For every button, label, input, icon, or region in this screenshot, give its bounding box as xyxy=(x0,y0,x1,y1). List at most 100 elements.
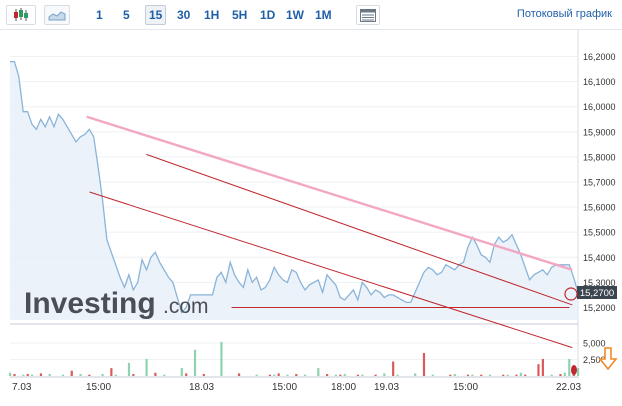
chart-toolbar: 1 5 15 30 1H 5H 1D 1W 1M Потоковый графи… xyxy=(0,0,622,30)
volume-bar xyxy=(559,374,562,376)
last-price-label: 15,2700 xyxy=(580,288,614,299)
volume-bar xyxy=(163,374,166,376)
volume-bar xyxy=(466,374,470,376)
volume-bar xyxy=(110,368,113,376)
volume-bar xyxy=(537,364,540,376)
volume-bar xyxy=(154,372,157,376)
time-tick-label: 22.03 xyxy=(556,382,581,393)
price-tick-label: 16,0000 xyxy=(583,102,616,112)
price-tick-label: 15,8000 xyxy=(583,152,616,162)
volume-bar xyxy=(392,361,395,376)
stream-chart-link[interactable]: Потоковый график xyxy=(516,8,612,20)
volume-bar xyxy=(334,374,338,376)
volume-bar xyxy=(339,374,342,376)
volume-bar xyxy=(524,374,527,376)
volume-bar xyxy=(577,368,580,376)
volume-bar xyxy=(488,374,492,376)
volume-bar xyxy=(304,374,307,376)
volume-bar xyxy=(88,374,91,376)
volume-bar xyxy=(317,368,320,376)
volume-bar xyxy=(343,374,346,376)
period-1h[interactable]: 1H xyxy=(204,8,220,22)
volume-bars xyxy=(9,341,580,376)
volume-bar xyxy=(39,373,43,376)
volume-bar xyxy=(26,374,29,376)
time-tick-label: 19.03 xyxy=(374,382,399,393)
time-tick-label: 7.03 xyxy=(12,382,32,393)
time-tick-label: 18:00 xyxy=(331,382,356,393)
price-chart: Investing .com 16,2000 16,1000 16,0000 15,9… xyxy=(9,30,618,393)
time-tick-label: 15:00 xyxy=(86,382,111,393)
volume-bar xyxy=(127,362,131,376)
price-tick-label: 15,5000 xyxy=(583,228,616,238)
volume-bar xyxy=(61,374,65,376)
period-1m[interactable]: 1M xyxy=(315,8,332,22)
volume-bar xyxy=(31,374,34,376)
trendline-pink xyxy=(86,115,573,271)
last-price-marker: 15,2700 xyxy=(564,286,617,301)
table-view-icon[interactable] xyxy=(356,5,380,25)
volume-bar xyxy=(572,374,575,376)
volume-bar xyxy=(220,341,223,376)
volume-bar xyxy=(326,374,329,376)
trendline-red xyxy=(89,191,573,349)
volume-bar xyxy=(431,374,434,376)
volume-bar xyxy=(361,374,364,376)
investing-watermark: Investing .com xyxy=(24,287,209,320)
period-15[interactable]: 15 xyxy=(145,5,167,25)
price-tick-label: 15,7000 xyxy=(583,178,616,188)
period-5[interactable]: 5 xyxy=(123,8,130,22)
volume-bar xyxy=(502,374,505,376)
volume-bar xyxy=(356,374,360,376)
trendlines xyxy=(86,115,573,349)
trendline-red xyxy=(146,153,573,306)
volume-bar xyxy=(193,349,197,376)
volume-tick-label: 5,000 xyxy=(583,339,606,349)
volume-bar xyxy=(237,373,241,376)
volume-bar xyxy=(132,374,135,376)
last-price-circle xyxy=(564,287,578,301)
volume-bar xyxy=(22,374,25,376)
volume-bar xyxy=(519,372,522,376)
price-tick-label: 15,4000 xyxy=(583,253,616,263)
watermark-brand: Investing xyxy=(24,287,156,320)
price-tick-label: 15,2000 xyxy=(583,303,616,313)
volume-bar xyxy=(13,374,16,376)
period-30[interactable]: 30 xyxy=(177,8,191,22)
volume-bar xyxy=(471,374,474,376)
volume-bar xyxy=(202,374,205,376)
volume-bar xyxy=(145,358,148,376)
area-chart-icon[interactable] xyxy=(44,5,70,25)
price-tick-label: 15,6000 xyxy=(583,203,616,213)
volume-tick-label: 2,500 xyxy=(583,355,606,365)
volume-bar xyxy=(414,373,417,376)
volume-bar xyxy=(180,368,183,376)
price-area-fill xyxy=(10,61,578,320)
volume-bar xyxy=(79,374,82,376)
price-tick-label: 15,3000 xyxy=(583,278,616,288)
down-arrow-annotation xyxy=(571,347,618,375)
volume-bar xyxy=(515,374,518,376)
volume-bar xyxy=(422,353,426,376)
period-5h[interactable]: 5H xyxy=(232,8,248,22)
candlestick-icon[interactable] xyxy=(6,5,36,25)
volume-bar xyxy=(449,374,452,376)
volume-bar xyxy=(9,372,12,376)
volume-bar xyxy=(374,374,377,376)
volume-bar xyxy=(277,373,280,376)
time-tick-label: 18.03 xyxy=(189,382,214,393)
volume-bar xyxy=(506,374,509,376)
period-1d[interactable]: 1D xyxy=(260,8,276,22)
volume-bar xyxy=(286,374,289,376)
watermark-suffix: .com xyxy=(163,295,209,318)
period-1w[interactable]: 1W xyxy=(286,8,304,22)
volume-bar xyxy=(568,358,571,376)
volume-bar xyxy=(550,374,553,376)
volume-bar xyxy=(541,358,544,376)
volume-bar xyxy=(268,374,271,376)
volume-bar xyxy=(383,373,386,376)
period-1[interactable]: 1 xyxy=(96,8,103,22)
volume-bar xyxy=(255,374,258,376)
volume-bar xyxy=(295,374,298,376)
price-tick-label: 16,1000 xyxy=(583,77,616,87)
